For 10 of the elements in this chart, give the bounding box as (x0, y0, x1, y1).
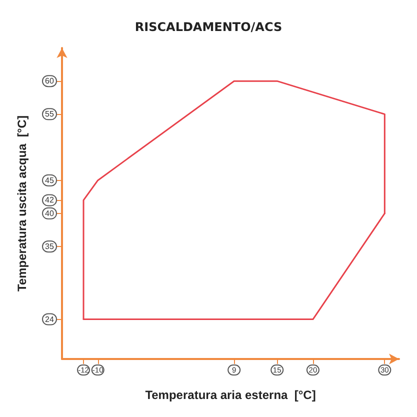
chart-title: RISCALDAMENTO/ACS (134, 20, 282, 34)
y-tick-label: 35 (45, 242, 54, 252)
y-tick-label: 45 (45, 176, 54, 185)
x-axis-title: Temperatura aria esterna [°C] (145, 388, 316, 402)
y-tick-label: 42 (45, 196, 54, 205)
y-tick-label: 40 (45, 208, 54, 218)
y-tick-label: 55 (45, 110, 54, 119)
y-tick-label: 60 (45, 76, 54, 86)
y-axis-title: Temperatura uscita acqua [°C] (15, 116, 29, 292)
y-tick-label: 24 (45, 314, 54, 324)
